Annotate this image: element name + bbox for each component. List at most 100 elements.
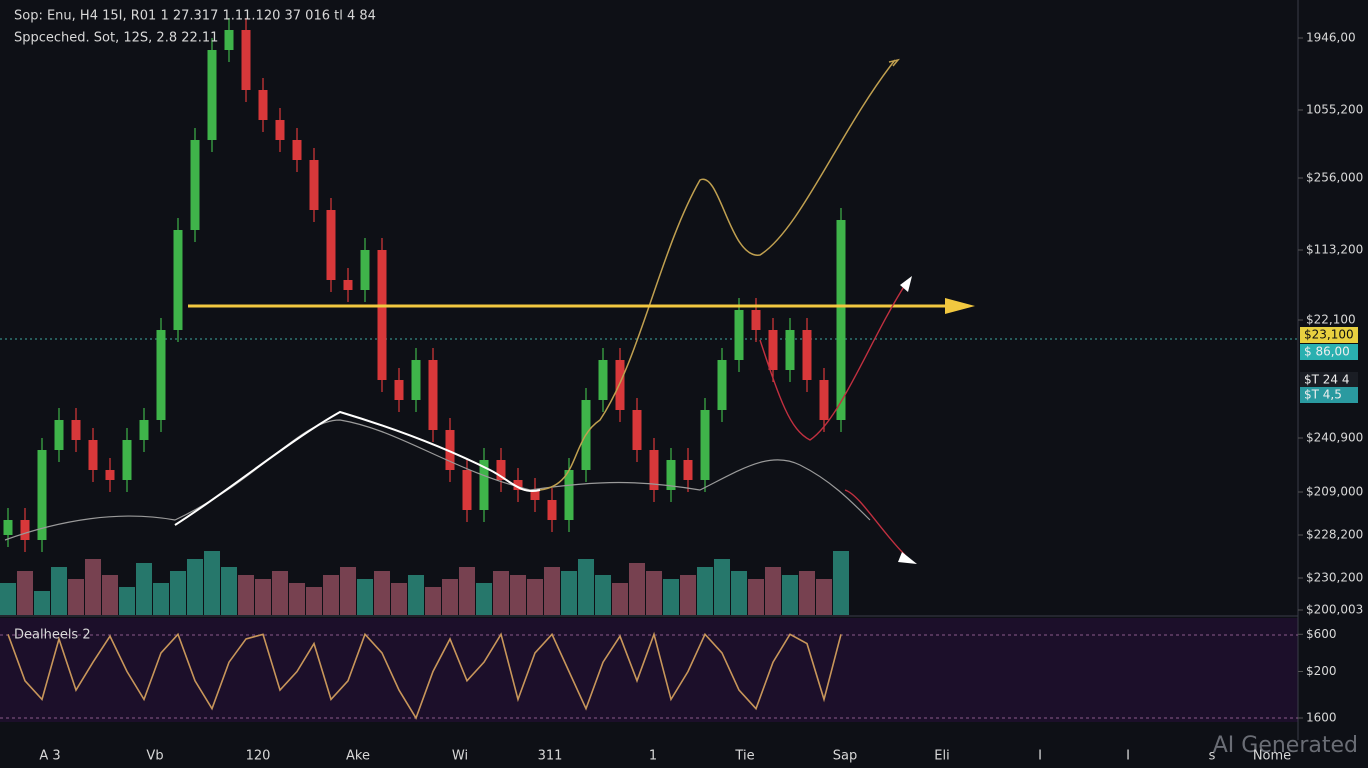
volume-bar — [646, 571, 662, 615]
x-tick-label: Wi — [452, 749, 468, 764]
candle-body — [360, 250, 370, 290]
y-tick-label: $256,000 — [1306, 171, 1363, 185]
candle-body — [785, 330, 795, 370]
volume-bar — [425, 587, 441, 615]
volume-bar — [799, 571, 815, 615]
watermark: AI Generated — [1213, 733, 1358, 758]
candle-body — [717, 360, 727, 410]
volume-bar — [221, 567, 237, 615]
volume-bar — [68, 579, 84, 615]
volume-bar — [17, 571, 33, 615]
price-badge-label: $23,100 — [1304, 328, 1354, 342]
y-tick-label: 1946,00 — [1306, 31, 1356, 45]
volume-bar — [544, 567, 560, 615]
candle-body — [564, 470, 574, 520]
volume-bar — [408, 575, 424, 615]
volume-bar — [357, 579, 373, 615]
x-tick-label: Sap — [833, 749, 857, 764]
volume-bar — [714, 559, 730, 615]
x-tick-label: 311 — [538, 749, 563, 764]
volume-bar — [187, 559, 203, 615]
y-tick-label: $209,000 — [1306, 485, 1363, 499]
volume-bar — [527, 579, 543, 615]
price-badge-label: $ 86,00 — [1304, 345, 1350, 359]
volume-bar — [748, 579, 764, 615]
moving-average — [4, 419, 871, 541]
y-tick-label: 1055,200 — [1306, 103, 1363, 117]
y-tick-label: $113,200 — [1306, 243, 1363, 257]
volume-bar — [34, 591, 50, 615]
volume-bar — [119, 587, 135, 615]
candle-body — [20, 520, 30, 540]
volume-bar — [459, 567, 475, 615]
candle-body — [156, 330, 166, 420]
candle-body — [207, 50, 217, 140]
volume-bar — [612, 583, 628, 615]
volume-bar — [306, 587, 322, 615]
support-arrow — [945, 298, 975, 314]
volume-bar — [0, 583, 16, 615]
candle-body — [428, 360, 438, 430]
oscillator-line — [7, 631, 842, 720]
volume-bar — [289, 583, 305, 615]
y-tick-label: $230,200 — [1306, 571, 1363, 585]
volume-bar — [493, 571, 509, 615]
volume-bar — [680, 575, 696, 615]
candle-body — [394, 380, 404, 400]
candle-body — [683, 460, 693, 480]
x-tick-label: A 3 — [39, 749, 60, 764]
candle-body — [598, 360, 608, 400]
up-arrow — [900, 276, 912, 292]
candle-body — [734, 310, 744, 360]
volume-bar — [238, 575, 254, 615]
volume-bar — [629, 563, 645, 615]
candle-body — [105, 470, 115, 480]
x-tick-label: Ake — [346, 749, 370, 764]
candle-body — [411, 360, 421, 400]
x-tick-label: Nome — [1253, 749, 1291, 764]
candle-body — [547, 500, 557, 520]
candle-body — [275, 120, 285, 140]
arrow-head — [888, 58, 900, 67]
candle-body — [241, 30, 251, 90]
volume-bar — [765, 567, 781, 615]
candle-body — [3, 520, 13, 535]
volume-bar — [816, 579, 832, 615]
candle-body — [768, 330, 778, 370]
oscillator-pane — [0, 618, 1298, 722]
candle-body — [445, 430, 455, 470]
candle-body — [496, 460, 506, 480]
x-tick-label: Eli — [934, 749, 949, 764]
candle-body — [71, 420, 81, 440]
volume-bar — [51, 567, 67, 615]
osc-tick-label: $600 — [1306, 627, 1337, 641]
price-badge — [1300, 344, 1358, 360]
volume-bar — [476, 583, 492, 615]
candle-body — [139, 420, 149, 440]
candle-body — [615, 360, 625, 410]
candle-body — [649, 450, 659, 490]
x-tick-label: Tie — [734, 749, 754, 764]
price-badge-label: $T 4,5 — [1304, 388, 1342, 402]
price-badge — [1300, 372, 1358, 388]
candle-body — [122, 440, 132, 480]
candle-body — [343, 280, 353, 290]
down-path — [844, 489, 906, 556]
candle-body — [530, 490, 540, 500]
candle-body — [513, 480, 523, 490]
volume-bar — [255, 579, 271, 615]
oscillator-name: Dealheels 2 — [14, 628, 91, 643]
candle-body — [173, 230, 183, 330]
volume-bar — [595, 575, 611, 615]
candle-body — [377, 250, 387, 380]
x-tick-label: 1 — [649, 749, 657, 764]
volume-layer — [0, 551, 849, 615]
candle-body — [819, 380, 829, 420]
volume-bar — [340, 567, 356, 615]
y-tick-label: $228,200 — [1306, 528, 1363, 542]
volume-bar — [170, 571, 186, 615]
volume-bar — [204, 551, 220, 615]
y-tick-label: $22,100 — [1306, 313, 1356, 327]
header-line: Sppceched. Sot, 12S, 2.8 22.11 — [14, 31, 218, 46]
